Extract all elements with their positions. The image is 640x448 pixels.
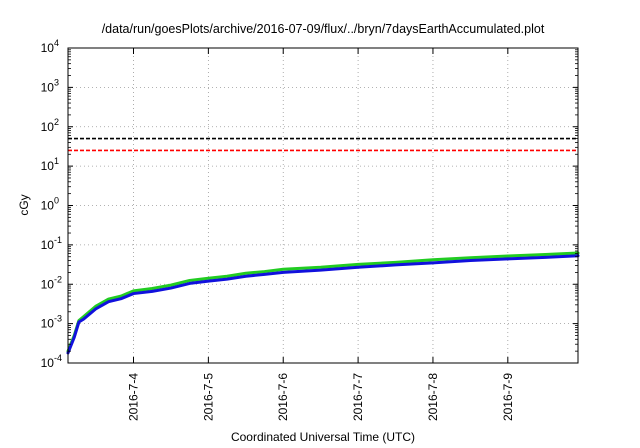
y-axis-label: cGy [17, 194, 31, 215]
y-tick-label: 100 [41, 196, 59, 213]
x-axis-label: Coordinated Universal Time (UTC) [231, 430, 415, 444]
x-tick-labels: 2016-7-4 2016-7-5 2016-7-6 2016-7-7 2016-7-8… [127, 373, 515, 421]
axis-ticks [68, 47, 578, 364]
series-line [66, 251, 580, 353]
y-tick-exponent: -1 [54, 235, 62, 245]
x-tick-label: 2016-7-7 [351, 373, 365, 421]
series-lines [66, 251, 580, 355]
y-tick-label: 102 [41, 117, 59, 134]
y-tick-label: 10-4 [41, 353, 62, 370]
y-tick-exponent: 1 [54, 156, 59, 166]
y-tick-exponent: 4 [54, 38, 59, 48]
x-tick-label: 2016-7-6 [276, 373, 290, 421]
threshold-lines [68, 137, 578, 152]
x-tick-label: 2016-7-4 [127, 373, 141, 421]
y-tick-exponent: -4 [54, 353, 62, 363]
y-tick-label: 103 [41, 77, 59, 94]
x-tick-label: 2016-7-9 [501, 373, 515, 421]
y-tick-exponent: -2 [54, 274, 62, 284]
grid-lines [68, 48, 578, 363]
series-line [66, 254, 580, 355]
y-tick-label: 10-2 [41, 274, 62, 291]
x-tick-label: 2016-7-5 [201, 373, 215, 421]
x-tick-label: 2016-7-8 [426, 373, 440, 421]
y-tick-label: 10-1 [41, 235, 62, 252]
y-tick-exponent: -3 [54, 314, 62, 324]
chart-title: /data/run/goesPlots/archive/2016-07-09/f… [102, 22, 545, 36]
y-tick-exponent: 2 [54, 117, 59, 127]
y-tick-exponent: 0 [54, 196, 59, 206]
y-tick-label: 104 [41, 38, 59, 55]
y-tick-label: 10-3 [41, 314, 62, 331]
y-tick-label: 101 [41, 156, 59, 173]
y-tick-exponent: 3 [54, 77, 59, 87]
